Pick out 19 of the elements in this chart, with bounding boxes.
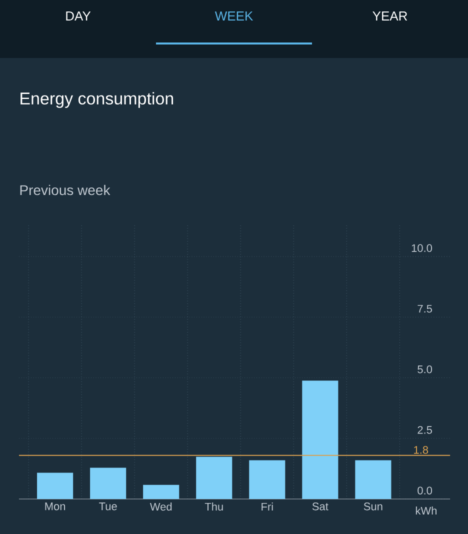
y-tick-label: 2.5 xyxy=(418,426,432,434)
x-tick-label: Sat xyxy=(312,502,328,510)
text: YEAR xyxy=(372,12,408,20)
x-tick-label: Sun xyxy=(364,502,382,510)
x-tick-label: Tue xyxy=(99,502,117,510)
y-axis-title: kWh xyxy=(416,506,436,515)
y-tick-label: 0.0 xyxy=(418,486,432,494)
y-tick-label: 5.0 xyxy=(418,365,432,374)
chart-title: Energy consumption xyxy=(20,92,174,108)
text: DAY xyxy=(66,12,91,20)
y-tick-label: 7.5 xyxy=(418,304,432,313)
x-tick-label: Mon xyxy=(45,502,66,510)
x-tick-label: Wed xyxy=(150,502,172,511)
chart-subtitle: Previous week xyxy=(20,184,110,196)
y-tick-label: 10.0 xyxy=(412,244,432,252)
ref-line-label: 1.8 xyxy=(414,446,428,454)
x-tick-label: Fri xyxy=(262,502,273,511)
text: WEEK xyxy=(214,12,254,20)
x-tick-label: Thu xyxy=(204,502,223,511)
